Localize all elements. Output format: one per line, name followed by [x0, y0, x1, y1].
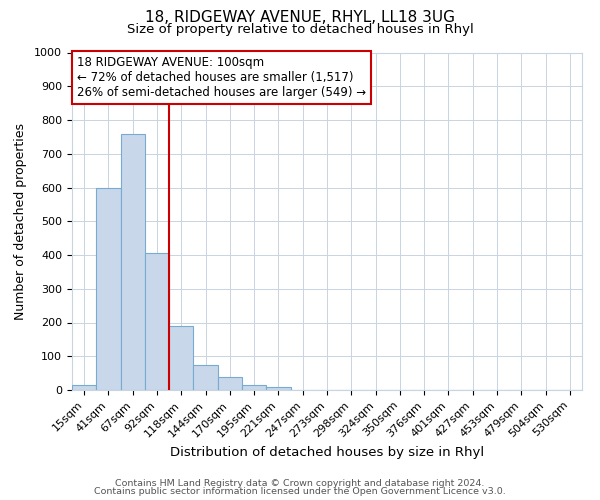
Bar [218, 376, 242, 390]
Bar [96, 188, 121, 390]
Text: Contains public sector information licensed under the Open Government Licence v3: Contains public sector information licen… [94, 487, 506, 496]
Text: 18, RIDGEWAY AVENUE, RHYL, LL18 3UG: 18, RIDGEWAY AVENUE, RHYL, LL18 3UG [145, 10, 455, 25]
Bar [266, 386, 290, 390]
X-axis label: Distribution of detached houses by size in Rhyl: Distribution of detached houses by size … [170, 446, 484, 458]
Text: Contains HM Land Registry data © Crown copyright and database right 2024.: Contains HM Land Registry data © Crown c… [115, 478, 485, 488]
Bar [169, 326, 193, 390]
Bar [121, 134, 145, 390]
Bar [72, 385, 96, 390]
Bar [145, 254, 169, 390]
Y-axis label: Number of detached properties: Number of detached properties [14, 122, 28, 320]
Text: 18 RIDGEWAY AVENUE: 100sqm
← 72% of detached houses are smaller (1,517)
26% of s: 18 RIDGEWAY AVENUE: 100sqm ← 72% of deta… [77, 56, 366, 99]
Bar [193, 364, 218, 390]
Text: Size of property relative to detached houses in Rhyl: Size of property relative to detached ho… [127, 22, 473, 36]
Bar [242, 385, 266, 390]
